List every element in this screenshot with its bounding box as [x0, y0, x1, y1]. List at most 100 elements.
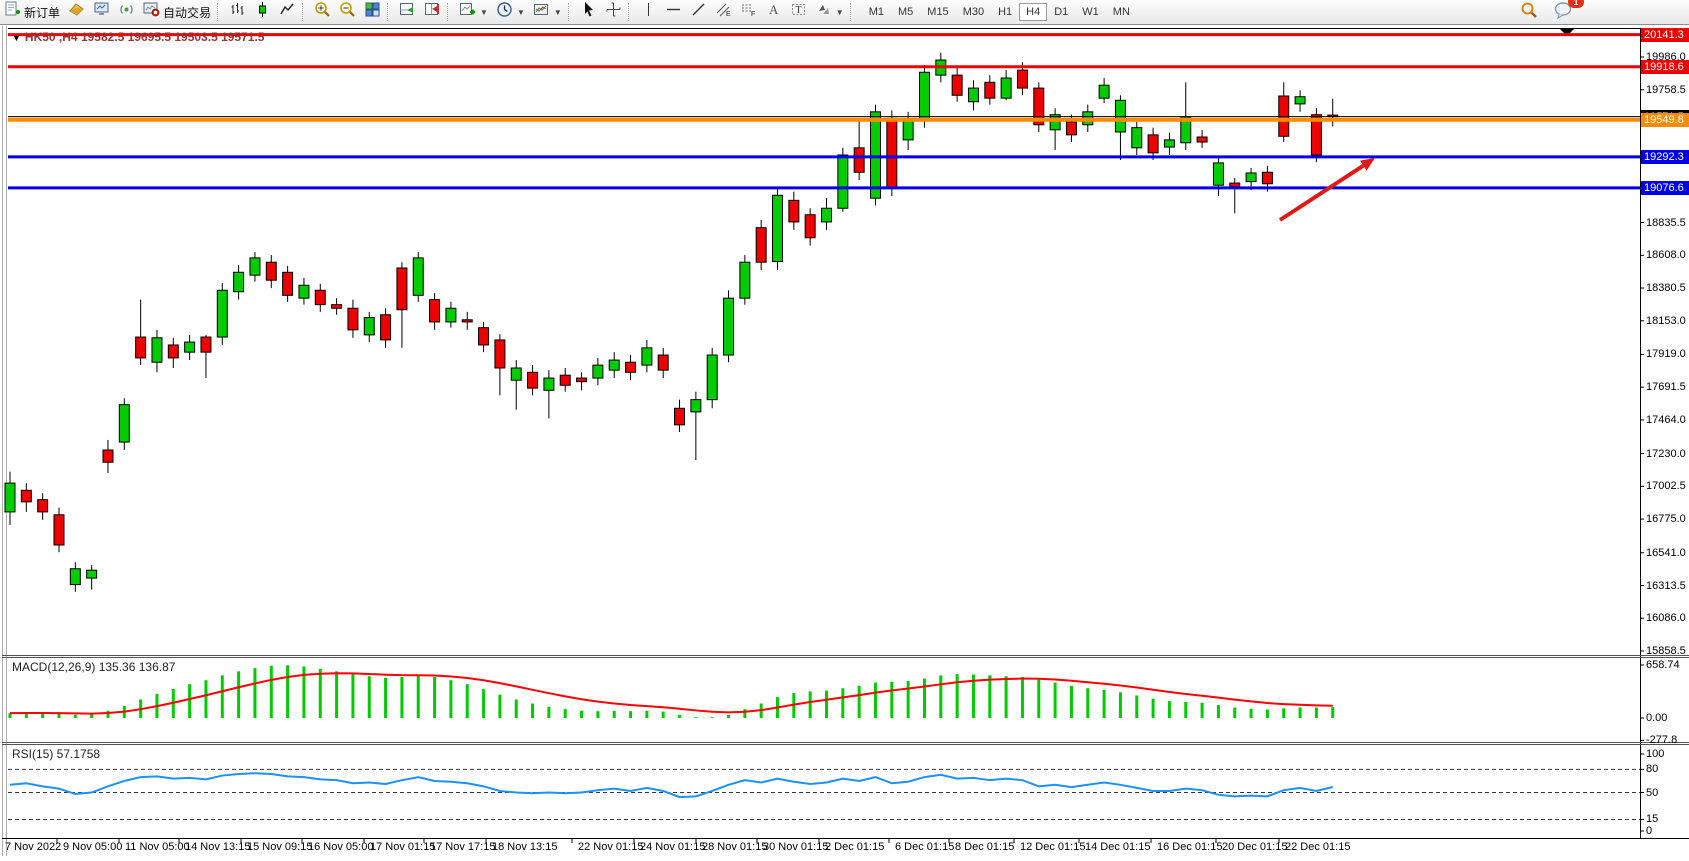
- candle: [167, 344, 179, 359]
- candle: [592, 364, 604, 379]
- candle: [1147, 134, 1159, 154]
- chevron-down-icon: ▼: [553, 7, 562, 17]
- candle: [1033, 87, 1045, 126]
- crosshair-icon: [605, 1, 622, 23]
- line-chart-icon: [279, 1, 296, 23]
- tab-timeframe-w1[interactable]: W1: [1082, 6, 1099, 18]
- candle: [102, 449, 114, 463]
- zoom-out-icon: [339, 1, 356, 23]
- search-icon: [1520, 1, 1538, 24]
- line-chart-button[interactable]: [275, 1, 300, 23]
- search-button[interactable]: [1516, 1, 1542, 23]
- candle: [20, 489, 32, 503]
- tab-timeframe-d1[interactable]: D1: [1054, 6, 1069, 18]
- shapes-button[interactable]: ▼: [811, 1, 848, 23]
- toolbar-separator: [849, 3, 856, 21]
- chevron-down-icon: ▼: [835, 7, 844, 17]
- vertical-line-button[interactable]: [636, 1, 661, 23]
- candle: [951, 74, 963, 96]
- candle: [1278, 95, 1290, 137]
- tab-timeframe-m15[interactable]: M15: [927, 6, 949, 18]
- trendline-button[interactable]: [686, 1, 711, 23]
- tab-timeframe-m1[interactable]: M1: [868, 6, 884, 18]
- auto-trading-label: 自动交易: [163, 5, 212, 20]
- new-chart-button[interactable]: ▼: [455, 1, 492, 23]
- candle: [576, 377, 588, 383]
- bar-chart-icon: [229, 1, 246, 23]
- terminal-icon: [93, 1, 110, 23]
- chat-icon: [1554, 1, 1573, 24]
- signal-icon: [118, 1, 135, 23]
- candle: [1261, 171, 1273, 185]
- tab-timeframe-m5[interactable]: M5: [898, 6, 914, 18]
- toolbar-separator: [447, 3, 453, 21]
- zoom-out-button[interactable]: [335, 1, 360, 23]
- candle: [37, 499, 49, 513]
- candle: [804, 214, 816, 239]
- auto-trading-button[interactable]: 自动交易: [139, 1, 215, 23]
- chevron-down-icon: ▼: [516, 7, 525, 17]
- tab-timeframe-m30[interactable]: M30: [962, 6, 985, 18]
- svg-text:A: A: [769, 2, 779, 17]
- svg-text:E: E: [726, 11, 731, 18]
- auto-trading-icon: [143, 1, 160, 23]
- crosshair-button[interactable]: [601, 1, 626, 23]
- bar-chart-button[interactable]: [225, 1, 250, 23]
- tile-windows-icon: [364, 1, 381, 23]
- candle: [1229, 182, 1241, 188]
- candle: [674, 407, 686, 426]
- candle: [380, 314, 392, 341]
- indicator-window-alt-button[interactable]: [420, 1, 445, 23]
- template-button[interactable]: ▼: [529, 1, 566, 23]
- candle: [918, 71, 930, 121]
- horizontal-line-button[interactable]: [661, 1, 686, 23]
- equidistant-channel-button[interactable]: E: [711, 1, 736, 23]
- candle: [869, 111, 881, 199]
- candle: [510, 367, 522, 381]
- cursor-button[interactable]: [576, 1, 601, 23]
- tab-timeframe-h4[interactable]: H4: [1019, 3, 1048, 21]
- gold-button[interactable]: [64, 1, 89, 23]
- toolbar-separator: [387, 3, 393, 21]
- candle: [478, 327, 490, 346]
- clock-icon: [496, 1, 513, 23]
- text-button[interactable]: A: [761, 1, 786, 23]
- signal-button[interactable]: [114, 1, 139, 23]
- candle: [739, 261, 751, 299]
- svg-text:F: F: [751, 11, 755, 18]
- terminal-button[interactable]: [89, 1, 114, 23]
- candle: [118, 404, 130, 443]
- candle: [86, 569, 98, 579]
- candle-chart-icon: [254, 1, 271, 23]
- indicator-window-button[interactable]: [395, 1, 420, 23]
- candle-chart-button[interactable]: [250, 1, 275, 23]
- candle: [331, 304, 343, 309]
- zoom-in-button[interactable]: [310, 1, 335, 23]
- candle: [723, 297, 735, 356]
- candle: [265, 261, 277, 281]
- template-icon: [533, 1, 550, 23]
- trend-arrow: [1278, 163, 1365, 222]
- cursor-icon: [580, 1, 597, 23]
- shapes-icon: [815, 1, 832, 23]
- fibonacci-button[interactable]: F: [736, 1, 761, 23]
- candle: [1016, 69, 1028, 89]
- new-order-button[interactable]: 新订单: [0, 1, 64, 23]
- candle: [429, 299, 441, 323]
- candle: [298, 284, 310, 299]
- tile-windows-button[interactable]: [360, 1, 385, 23]
- candle: [625, 361, 637, 373]
- zoom-in-icon: [314, 1, 331, 23]
- tab-timeframe-h1[interactable]: H1: [998, 6, 1013, 18]
- new-chart-icon: [459, 1, 476, 23]
- text-label-button[interactable]: T: [786, 1, 811, 23]
- chat-button[interactable]: 1: [1550, 0, 1584, 24]
- candle: [1065, 121, 1077, 136]
- tab-timeframe-mn[interactable]: MN: [1112, 6, 1130, 18]
- trend-arrow-head: [1359, 158, 1375, 171]
- period-button[interactable]: ▼: [492, 1, 529, 23]
- candle: [821, 207, 832, 223]
- candle: [886, 117, 898, 189]
- candle: [984, 81, 996, 99]
